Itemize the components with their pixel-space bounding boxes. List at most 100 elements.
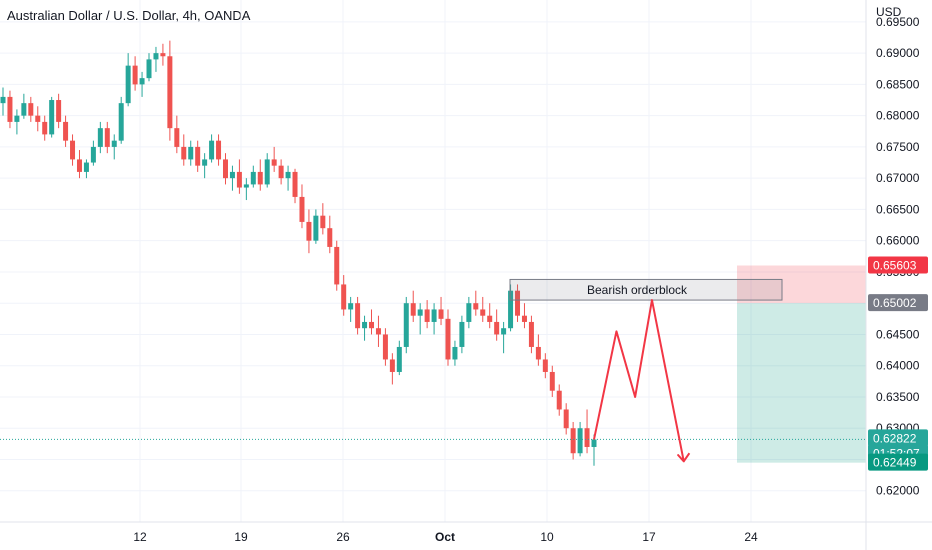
candles — [0, 40, 597, 466]
candle-body — [56, 100, 62, 122]
price-tag-label: 0.62449 — [873, 456, 917, 470]
time-tick-label: 17 — [642, 530, 656, 544]
candle-body — [389, 359, 395, 372]
candle-body — [563, 409, 569, 429]
candle-body — [299, 196, 305, 222]
price-tick-label: 0.68500 — [876, 77, 920, 91]
candle-body — [160, 53, 166, 57]
candle-body — [257, 171, 263, 185]
candle-body — [445, 318, 451, 360]
candle-body — [42, 121, 48, 135]
candle-body — [459, 321, 465, 347]
candle-body — [132, 65, 138, 85]
time-axis[interactable]: 12 19 26 Oct 10 17 24 — [133, 530, 758, 544]
candle-body — [591, 439, 597, 447]
candle-body — [167, 56, 173, 129]
price-tag — [868, 453, 928, 471]
price-tick-label: 0.69500 — [876, 15, 920, 29]
candle-body — [508, 290, 514, 329]
candle-body — [431, 309, 437, 322]
candle-body — [271, 159, 277, 166]
candle-body — [14, 115, 20, 122]
candle-body — [35, 115, 41, 122]
take-profit-zone — [737, 303, 866, 463]
candle-body — [417, 309, 423, 316]
candle-body — [348, 303, 354, 310]
candle-body — [549, 371, 555, 391]
price-tag — [868, 256, 928, 274]
time-tick-label: 12 — [133, 530, 147, 544]
orderblock-box — [509, 278, 783, 301]
time-tick-label: 26 — [336, 530, 350, 544]
candle-body — [146, 59, 152, 79]
time-tick-label: Oct — [435, 530, 455, 544]
price-tick-label: 0.64500 — [876, 327, 920, 341]
candle-body — [355, 303, 361, 329]
candle-body — [501, 328, 507, 335]
candle-body — [209, 140, 215, 160]
candle-body — [70, 140, 76, 160]
candle-body — [236, 171, 242, 188]
candle-body — [118, 103, 124, 141]
candle-body — [202, 159, 208, 166]
candle-body — [396, 346, 402, 372]
candle-body — [216, 140, 222, 160]
candle-body — [375, 328, 381, 335]
candle-body — [584, 428, 590, 447]
time-tick-label: 19 — [234, 530, 248, 544]
candle-body — [480, 309, 486, 316]
candle-body — [181, 146, 187, 160]
candle-body — [362, 321, 368, 329]
candle-body — [542, 359, 548, 372]
candle-body — [21, 103, 27, 116]
price-tag-label: 0.65603 — [873, 259, 917, 273]
candle-body — [306, 221, 312, 241]
candle-body — [188, 146, 194, 160]
candle-body — [369, 321, 375, 329]
candle-body — [153, 53, 159, 60]
candle-body — [243, 184, 249, 188]
candle-body — [28, 103, 34, 116]
price-axis[interactable]: 0.69500 0.69000 0.68500 0.68000 0.67500 0.670… — [876, 15, 920, 498]
candle-body — [403, 303, 409, 347]
candle-body — [125, 65, 131, 104]
candle-body — [264, 159, 270, 185]
candle-body — [174, 128, 180, 147]
price-tick-label: 0.66000 — [876, 234, 920, 248]
candle-body — [7, 96, 13, 122]
candle-body — [229, 171, 235, 179]
candle-body — [292, 171, 298, 197]
time-tick-label: 10 — [540, 530, 554, 544]
candle-body — [195, 146, 201, 166]
price-tick-label: 0.64000 — [876, 359, 920, 373]
orderblock-label: Bearish orderblock — [587, 283, 688, 297]
candle-body — [410, 303, 416, 316]
candle-body — [521, 315, 527, 322]
candle-body — [341, 284, 347, 310]
candle-body — [320, 215, 326, 229]
overlays: Bearish orderblock — [0, 265, 866, 463]
candle-body — [535, 346, 541, 360]
candle-body — [438, 309, 444, 319]
price-tag-label: 0.65002 — [873, 296, 917, 310]
candle-body — [577, 428, 583, 454]
stop-loss-zone — [737, 265, 866, 304]
candle-body — [494, 321, 500, 335]
candle-body — [49, 100, 55, 135]
price-tick-label: 0.69000 — [876, 46, 920, 60]
candle-body — [515, 290, 521, 316]
candle-body — [570, 428, 576, 454]
projection-path — [593, 299, 691, 463]
price-tick-label: 0.67500 — [876, 140, 920, 154]
currency-label: USD — [876, 5, 902, 19]
price-tick-label: 0.67000 — [876, 171, 920, 185]
candle-body — [63, 121, 69, 141]
candle-body — [0, 96, 6, 104]
candle-body — [424, 309, 430, 322]
candle-body — [313, 215, 319, 241]
candle-body — [83, 162, 89, 172]
grid — [0, 0, 866, 522]
candle-body — [382, 334, 388, 360]
candle-body — [76, 159, 82, 172]
